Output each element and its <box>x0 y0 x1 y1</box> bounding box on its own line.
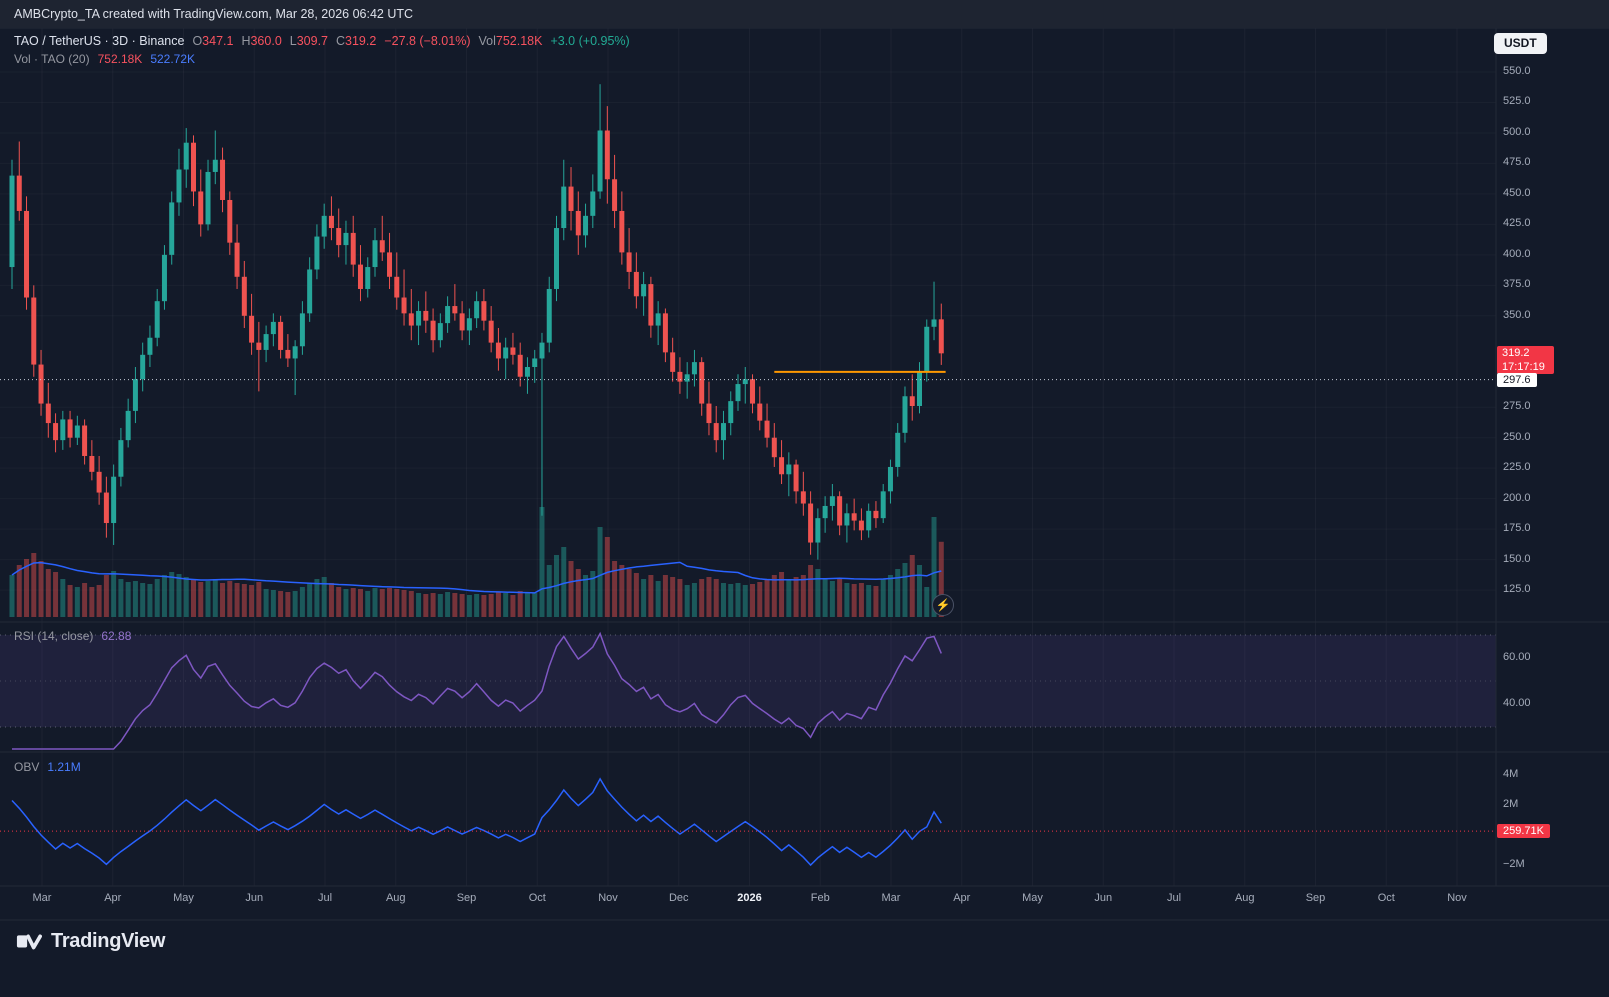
rsi-tick-label: 40.00 <box>1503 697 1531 709</box>
high-value-pair: H 360.0 <box>241 34 281 48</box>
time-tick-label: Aug <box>1234 892 1255 904</box>
close-label: C <box>336 34 346 48</box>
rsi-layer <box>0 634 1496 728</box>
obv-value: 1.21M <box>47 760 81 774</box>
bar-countdown: 17:17:19 <box>1502 361 1545 373</box>
time-tick-label: 2026 <box>737 892 762 904</box>
time-tick-label: Oct <box>1377 892 1395 904</box>
rsi-legend[interactable]: RSI (14, close) 62.88 <box>14 629 131 643</box>
attribution-bar: AMBCrypto_TA created with TradingView.co… <box>0 0 1609 28</box>
time-tick-label: Nov <box>598 892 618 904</box>
price-tick-label: 175.0 <box>1503 522 1531 535</box>
symbol-legend: TAO / TetherUS · 3D · Binance O 347.1 H … <box>14 34 630 48</box>
low-value-pair: L 309.7 <box>290 34 328 48</box>
obv-tick-label: 2M <box>1503 798 1519 810</box>
volume-change: +3.0 (+0.95%) <box>550 34 630 48</box>
close-value-pair: C 319.2 <box>336 34 376 48</box>
price-tick-label: 375.0 <box>1503 278 1531 291</box>
separators <box>0 27 1609 921</box>
price-tick-label: 200.0 <box>1503 491 1531 504</box>
open-label: O <box>192 34 203 48</box>
time-tick-label: Dec <box>668 892 689 904</box>
obv-tick-label: −2M <box>1503 858 1525 870</box>
lightning-glyph: ⚡ <box>935 598 951 612</box>
price-change: −27.8 (−8.01%) <box>384 34 471 48</box>
time-tick-label: Aug <box>385 892 406 904</box>
time-tick-label: Jul <box>1166 892 1182 904</box>
price-tick-label: 450.0 <box>1503 186 1531 199</box>
time-tick-label: Sep <box>456 892 477 904</box>
high-value: 360.0 <box>250 34 282 48</box>
lightning-icon[interactable]: ⚡ <box>932 594 954 616</box>
price-tick-label: 275.0 <box>1503 400 1531 413</box>
overlay-layer <box>0 370 1496 381</box>
price-tick-label: 250.0 <box>1503 430 1531 443</box>
volume-ma-line <box>11 561 942 594</box>
level-price-badge: 297.6 <box>1497 373 1537 387</box>
price-tick-label: 500.0 <box>1503 125 1531 138</box>
volume-indicator-current: 752.18K <box>97 52 143 66</box>
grid-layer <box>41 28 1458 886</box>
price-tick-label: 550.0 <box>1503 65 1531 77</box>
time-tick-label: Oct <box>528 892 546 904</box>
tradingview-logo-icon <box>16 934 42 950</box>
rsi-title: RSI (14, close) <box>14 629 94 643</box>
obv-legend[interactable]: OBV 1.21M <box>14 760 81 774</box>
last-price-badge: 319.2 17:17:19 <box>1497 346 1554 374</box>
price-tick-label: 475.0 <box>1503 156 1531 169</box>
obv-line <box>11 777 942 867</box>
time-tick-label: Jun <box>245 892 264 904</box>
obv-title: OBV <box>14 760 40 774</box>
time-tick-label: Mar <box>32 892 52 904</box>
open-value: 347.1 <box>202 34 234 48</box>
currency-badge[interactable]: USDT <box>1494 33 1547 54</box>
price-tick-label: 350.0 <box>1503 308 1531 321</box>
time-tick-label: Mar <box>881 892 901 904</box>
last-price-value: 319.2 <box>1502 347 1530 359</box>
volume-layer <box>9 507 944 617</box>
volume-indicator-legend[interactable]: Vol · TAO (20) 752.18K 522.72K <box>14 52 195 66</box>
price-tick-label: 125.0 <box>1503 583 1531 596</box>
time-tick-label: Feb <box>810 892 830 904</box>
price-tick-label: 425.0 <box>1503 217 1531 230</box>
price-tick-label: 400.0 <box>1503 247 1531 260</box>
candles-layer <box>9 84 944 560</box>
attribution-text: AMBCrypto_TA created with TradingView.co… <box>14 7 414 21</box>
price-tick-label: 150.0 <box>1503 552 1531 565</box>
volume-value: 752.18K <box>495 34 543 48</box>
obv-tick-label: 4M <box>1503 768 1519 780</box>
low-value: 309.7 <box>296 34 328 48</box>
price-tick-label: 525.0 <box>1503 95 1531 108</box>
volume-indicator-ma: 522.72K <box>150 52 196 66</box>
time-tick-label: Apr <box>953 892 971 904</box>
time-tick-label: May <box>173 892 194 904</box>
rsi-tick-label: 60.00 <box>1503 651 1531 663</box>
time-tick-label: Apr <box>104 892 122 904</box>
tradingview-logo-text: TradingView <box>51 929 166 952</box>
volume-label: Vol <box>478 34 496 48</box>
low-label: L <box>289 34 297 48</box>
volume-value-pair: Vol 752.18K <box>478 34 542 48</box>
obv-alert-badge: 259.71K <box>1497 824 1550 838</box>
rsi-value: 62.88 <box>101 629 132 643</box>
time-tick-label: Jun <box>1094 892 1113 904</box>
time-tick-label: Jul <box>317 892 333 904</box>
time-tick-label: May <box>1022 892 1043 904</box>
time-scale[interactable] <box>0 886 1609 920</box>
tradingview-logo[interactable]: TradingView <box>16 928 165 954</box>
high-label: H <box>241 34 251 48</box>
volume-indicator-title: Vol · TAO (20) <box>14 52 90 66</box>
time-tick-label: Sep <box>1305 892 1326 904</box>
open-value-pair: O 347.1 <box>192 34 233 48</box>
time-tick-label: Nov <box>1447 892 1467 904</box>
symbol-title[interactable]: TAO / TetherUS · 3D · Binance <box>14 34 185 48</box>
rsi-line <box>12 631 942 750</box>
close-value: 319.2 <box>345 34 377 48</box>
price-tick-label: 225.0 <box>1503 461 1531 474</box>
